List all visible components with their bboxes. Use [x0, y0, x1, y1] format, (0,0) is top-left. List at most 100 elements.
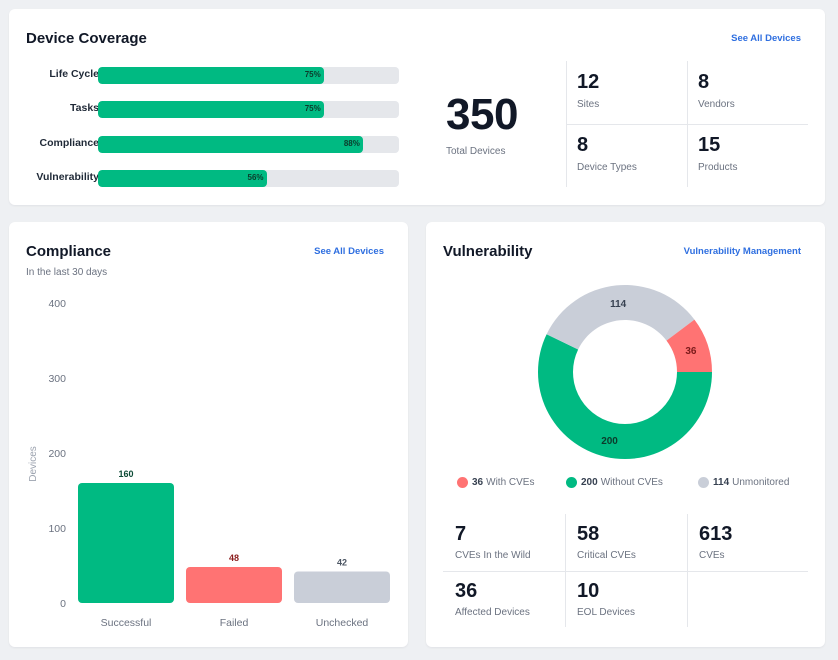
donut-slice-with-cves[interactable]: [666, 319, 712, 372]
stat-device-types[interactable]: 8 Device Types: [566, 124, 687, 187]
y-tick-label: 0: [60, 598, 66, 610]
donut-legend: 36 With CVEs 200 Without CVEs 114 Unmoni…: [426, 477, 825, 491]
bar-unchecked[interactable]: [294, 571, 390, 604]
y-axis-label: Devices: [28, 446, 39, 482]
stat-label: Vendors: [698, 99, 735, 110]
legend-value: 200: [581, 477, 598, 488]
x-category-label: Failed: [220, 617, 249, 629]
y-tick-label: 100: [48, 523, 66, 535]
x-category-label: Unchecked: [316, 617, 369, 629]
coverage-percent-label: 88%: [343, 139, 360, 148]
legend-item-with-cves[interactable]: 36 With CVEs: [457, 477, 534, 488]
coverage-row-compliance: Compliance 88%: [9, 136, 409, 153]
legend-dot-icon: [566, 477, 577, 488]
device-stats-grid: 12 Sites 8 Vendors 8 Device Types 15 Pro…: [566, 61, 808, 187]
vulnerability-stats-grid: 7 CVEs In the Wild 58 Critical CVEs 613 …: [443, 514, 808, 627]
coverage-percent-label: 75%: [304, 70, 321, 79]
stat-label: Products: [698, 162, 738, 173]
stat-label: Critical CVEs: [577, 550, 636, 561]
device-coverage-title: Device Coverage: [26, 30, 147, 47]
stat-affected-devices[interactable]: 36 Affected Devices: [443, 571, 565, 628]
coverage-row-life-cycle: Life Cycle 75%: [9, 67, 409, 84]
vulnerability-card: Vulnerability Vulnerability Management 2…: [426, 222, 825, 647]
stat-label: CVEs In the Wild: [455, 550, 531, 561]
legend-item-unmonitored[interactable]: 114 Unmonitored: [698, 477, 789, 488]
stat-critical-cves[interactable]: 58 Critical CVEs: [565, 514, 687, 571]
donut-data-label: 36: [685, 346, 697, 357]
coverage-progress-fill: 56%: [98, 170, 267, 187]
legend-item-without-cves[interactable]: 200 Without CVEs: [566, 477, 663, 488]
compliance-card: Compliance See All Devices In the last 3…: [9, 222, 408, 647]
bar-data-label: 48: [229, 553, 239, 563]
coverage-progress-fill: 88%: [98, 136, 363, 153]
stat-value: 8: [698, 71, 710, 93]
donut-data-label: 114: [610, 299, 627, 310]
stat-vendors[interactable]: 8 Vendors: [687, 61, 808, 124]
see-all-devices-link[interactable]: See All Devices: [314, 246, 384, 257]
stat-label: CVEs: [699, 550, 725, 561]
coverage-row-tasks: Tasks 75%: [9, 101, 409, 118]
stat-sites[interactable]: 12 Sites: [566, 61, 687, 124]
vulnerability-management-link[interactable]: Vulnerability Management: [683, 246, 801, 257]
bar-failed[interactable]: [186, 567, 282, 603]
legend-value: 36: [472, 477, 484, 488]
stat-value: 8: [577, 134, 589, 156]
compliance-subtitle: In the last 30 days: [26, 267, 108, 278]
legend-label: Unmonitored: [732, 477, 790, 488]
coverage-row-label: Compliance: [39, 137, 99, 149]
stat-cves[interactable]: 613 CVEs: [687, 514, 809, 571]
vulnerability-donut-chart: 200 114 36: [538, 285, 712, 459]
coverage-row-vulnerability: Vulnerability 56%: [9, 170, 409, 187]
coverage-progress-bar[interactable]: 56%: [98, 170, 399, 187]
see-all-devices-link[interactable]: See All Devices: [731, 33, 801, 44]
coverage-progress-bar[interactable]: 75%: [98, 67, 399, 84]
legend-value: 114: [713, 477, 730, 488]
bar-successful[interactable]: [78, 483, 174, 603]
stat-value: 36: [455, 580, 478, 602]
y-tick-label: 400: [48, 298, 66, 310]
stat-cves-in-the-wild[interactable]: 7 CVEs In the Wild: [443, 514, 565, 571]
legend-label: With CVEs: [486, 477, 535, 488]
legend-label: Without CVEs: [600, 477, 663, 488]
y-tick-label: 300: [48, 373, 66, 385]
bar-data-label: 160: [118, 469, 133, 479]
donut-slice-unmonitored[interactable]: [546, 285, 695, 350]
total-devices-label: Total Devices: [446, 146, 506, 157]
total-devices-value: 350: [446, 90, 518, 139]
stat-value: 15: [698, 134, 721, 156]
coverage-row-label: Life Cycle: [49, 68, 99, 80]
stat-value: 12: [577, 71, 600, 93]
donut-slice-without-cves[interactable]: [538, 334, 712, 459]
legend-dot-icon: [457, 477, 468, 488]
coverage-progress-bar[interactable]: 88%: [98, 136, 399, 153]
legend-dot-icon: [698, 477, 709, 488]
divider: [687, 514, 688, 627]
divider: [566, 124, 808, 125]
stat-eol-devices[interactable]: 10 EOL Devices: [565, 571, 687, 628]
divider: [443, 571, 808, 572]
x-category-label: Successful: [101, 617, 152, 629]
stat-label: Sites: [577, 99, 600, 110]
donut-data-label: 200: [601, 436, 618, 447]
stat-value: 58: [577, 523, 600, 545]
stat-products[interactable]: 15 Products: [687, 124, 808, 187]
coverage-percent-label: 56%: [247, 173, 264, 182]
compliance-title: Compliance: [26, 243, 112, 260]
coverage-progress-fill: 75%: [98, 101, 324, 118]
stat-label: EOL Devices: [577, 607, 635, 618]
coverage-percent-label: 75%: [304, 104, 321, 113]
stat-label: Device Types: [577, 162, 637, 173]
y-tick-label: 200: [48, 448, 66, 460]
compliance-bar-chart: 0 100 200 300 400 Devices 160 Successful 48 Faile…: [28, 298, 390, 629]
divider: [565, 514, 566, 627]
stat-value: 7: [455, 523, 467, 545]
stat-label: Affected Devices: [455, 607, 530, 618]
coverage-progress-fill: 75%: [98, 67, 324, 84]
coverage-progress-bar[interactable]: 75%: [98, 101, 399, 118]
stat-value: 613: [699, 523, 733, 545]
coverage-row-label: Vulnerability: [36, 171, 99, 183]
bar-data-label: 42: [337, 558, 347, 568]
stat-value: 10: [577, 580, 600, 602]
coverage-row-label: Tasks: [70, 102, 99, 114]
vulnerability-title: Vulnerability: [443, 243, 533, 260]
